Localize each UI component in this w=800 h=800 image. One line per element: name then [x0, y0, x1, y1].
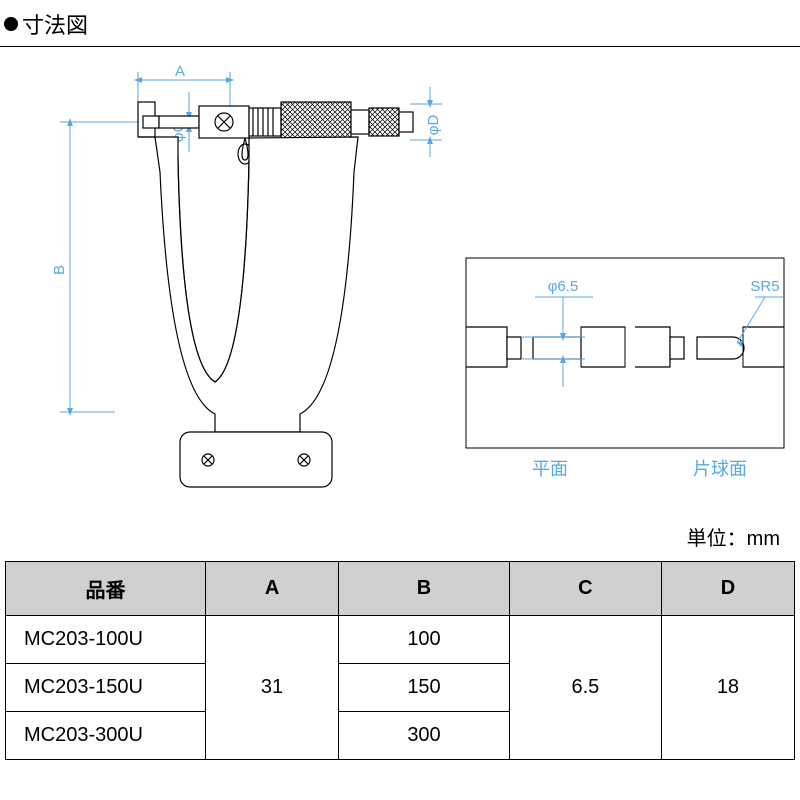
detail-flat-caption: 平面 [532, 459, 568, 479]
dim-b-label: B [51, 265, 68, 275]
table-header-row: 品番 A B C D [6, 562, 795, 616]
cell-a: 31 [206, 616, 339, 760]
table-row: MC203-100U 31 100 6.5 18 [6, 616, 795, 664]
col-b: B [339, 562, 510, 616]
cell-b: 150 [339, 664, 510, 712]
col-a: A [206, 562, 339, 616]
cell-part: MC203-300U [6, 712, 206, 760]
cell-part: MC203-100U [6, 616, 206, 664]
main-diagram: A B φC φD [30, 62, 460, 512]
col-part: 品番 [6, 562, 206, 616]
spec-table: 品番 A B C D MC203-100U 31 100 6.5 18 MC20… [5, 561, 795, 760]
bullet-icon [4, 17, 18, 31]
diagram-area: A B φC φD [0, 47, 800, 517]
detail-hemisphere-caption: 片球面 [693, 459, 747, 479]
dim-a-label: A [175, 63, 185, 80]
col-c: C [509, 562, 661, 616]
cell-d: 18 [661, 616, 794, 760]
cell-b: 100 [339, 616, 510, 664]
dim-d-label: φD [425, 115, 442, 136]
unit-label: 単位：mm [687, 522, 780, 551]
cell-b: 300 [339, 712, 510, 760]
cell-c: 6.5 [509, 616, 661, 760]
page-title: 寸法図 [22, 8, 88, 40]
cell-part: MC203-150U [6, 664, 206, 712]
detail-diagram: φ6.5 SR5 平面 片球面 [465, 257, 785, 497]
title-bar: 寸法図 [0, 0, 800, 47]
detail-sr-label: SR5 [750, 278, 779, 295]
detail-dia-label: φ6.5 [548, 278, 579, 295]
col-d: D [661, 562, 794, 616]
